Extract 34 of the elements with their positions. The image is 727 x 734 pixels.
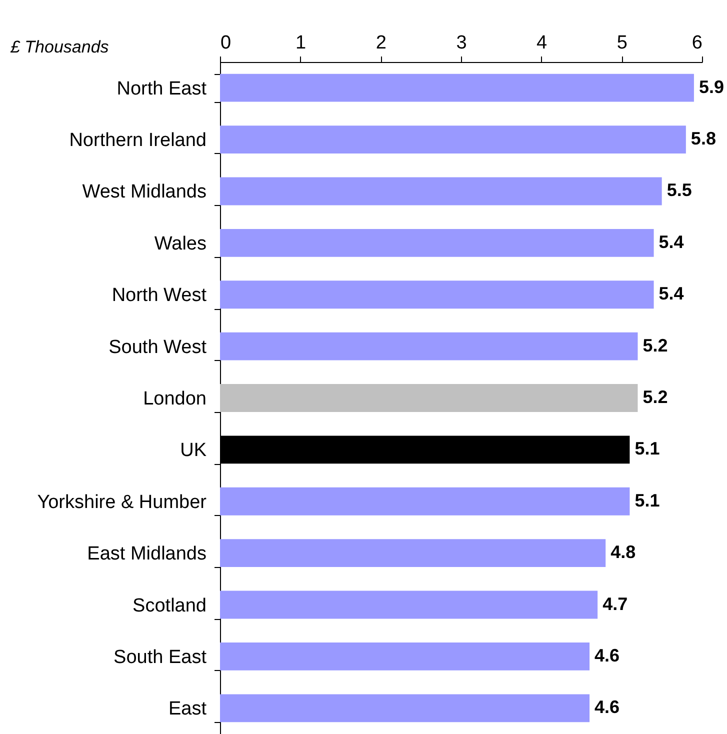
x-tick-label: 4 [536, 32, 548, 54]
data-label: 5.5 [666, 180, 692, 200]
x-tick-label: 5 [616, 32, 628, 54]
y-tick-label: Northern Ireland [69, 130, 206, 152]
y-tick-label: North West [112, 285, 208, 306]
data-label: 5.4 [658, 284, 684, 304]
y-tick-label: East [168, 698, 208, 720]
data-label: 5.8 [690, 128, 716, 149]
data-label: 5.9 [698, 76, 724, 97]
y-tick-label: Yorkshire & Humber [37, 492, 208, 513]
y-tick-label: UK [180, 440, 207, 462]
y-tick-label: London [143, 388, 206, 410]
data-label: 5.4 [658, 232, 684, 252]
data-label: 4.6 [594, 645, 620, 666]
y-tick-label: West Midlands [82, 182, 206, 203]
x-tick-label: 0 [220, 32, 232, 54]
x-tick-label: 1 [296, 32, 306, 54]
data-label: 5.2 [642, 335, 668, 356]
data-label: 4.6 [594, 697, 620, 718]
y-tick-label: East Midlands [87, 544, 206, 565]
x-tick-label: 6 [692, 32, 702, 54]
y-tick-label: South West [108, 336, 208, 358]
x-tick-label: 2 [376, 32, 386, 54]
data-label: 5.2 [642, 387, 668, 407]
y-tick-label: Scotland [132, 595, 206, 616]
x-tick-label: 3 [456, 32, 467, 54]
data-label: 4.7 [602, 594, 628, 614]
data-label: 5.1 [634, 438, 660, 459]
y-tick-label: North East [116, 78, 208, 100]
y-tick-label: Wales [154, 233, 206, 254]
data-label: 4.8 [610, 542, 636, 562]
y-tick-label: South East [114, 646, 208, 668]
x-axis-title: £ Thousands [10, 38, 110, 56]
data-label: 5.1 [634, 490, 660, 510]
